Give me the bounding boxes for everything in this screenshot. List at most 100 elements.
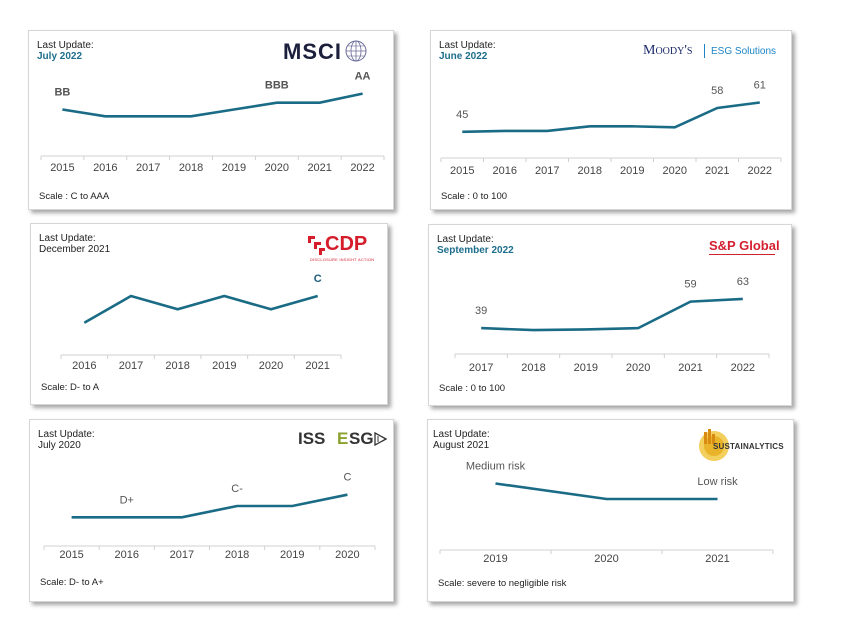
x-tick-label: 2020 [626, 362, 650, 374]
x-tick-label: 2020 [663, 165, 687, 177]
x-tick-label: 2019 [222, 162, 246, 174]
data-label: C [343, 472, 351, 484]
x-tick-label: 2016 [493, 165, 517, 177]
moodys-chart: 2015 2016 2017 2018 2019 2020 2021 2022 45 58 61 [440, 80, 782, 177]
cdp-logo-sub: DISCLOSURE INSIGHT ACTION [310, 257, 375, 262]
x-tick-label: 2016 [93, 162, 117, 174]
msci-logo: MSCI [283, 37, 373, 65]
iss-logo-text: ISS [298, 429, 331, 448]
series-line [83, 294, 319, 324]
series-line [71, 493, 348, 519]
data-label: 59 [684, 279, 696, 291]
iss-logo-sg: SG [349, 429, 374, 448]
moodys-card: Last Update: June 2022 Moody's ESG Solut… [430, 30, 792, 210]
data-label: D+ [120, 494, 134, 506]
last-update-label: Last Update: [437, 234, 494, 245]
x-tick-label: 2018 [179, 162, 203, 174]
play-icon [374, 432, 387, 446]
sp-logo-text: S&P Global [709, 238, 780, 253]
x-tick-label: 2016 [72, 360, 96, 372]
last-update-date: July 2022 [37, 51, 83, 62]
sustainalytics-logo: SUSTAINALYTICS [696, 426, 790, 462]
scale-note: Scale : 0 to 100 [439, 383, 506, 394]
x-tick-label: 2015 [50, 162, 74, 174]
series-line [495, 482, 718, 501]
x-tick-label: 2019 [212, 360, 236, 372]
scale-note: Scale : 0 to 100 [441, 191, 508, 202]
x-tick-label: 2016 [115, 549, 139, 561]
sp-logo-underline [709, 254, 775, 255]
last-update-label: Last Update: [433, 429, 490, 440]
x-tick-label: 2017 [535, 165, 559, 177]
last-update: Last Update: December 2021 [39, 233, 110, 255]
x-tick-label: 2020 [265, 162, 289, 174]
last-update-label: Last Update: [38, 429, 95, 440]
x-tick-label: 2015 [59, 549, 83, 561]
sustainalytics-icon [699, 429, 729, 461]
last-update-label: Last Update: [39, 233, 96, 244]
cdp-chart: 2016 2017 2018 2019 2020 2021 C [60, 273, 342, 372]
series-line [481, 297, 743, 332]
x-tick-label: 2019 [280, 549, 304, 561]
sustainalytics-card: Last Update: August 2021 SUSTAINALYTICS … [427, 419, 794, 602]
x-tick-label: 2018 [521, 362, 545, 374]
scale-note: Scale : C to AAA [39, 191, 110, 202]
data-label: 45 [456, 109, 468, 121]
moodys-logo-text: Moody's [643, 43, 693, 58]
last-update: Last Update: June 2022 [439, 40, 496, 62]
x-tick-label: 2018 [165, 360, 189, 372]
data-label: BBB [265, 80, 289, 92]
x-tick-label: 2021 [705, 165, 729, 177]
x-tick-label: 2022 [748, 165, 772, 177]
last-update: Last Update: August 2021 [433, 429, 490, 451]
data-label: Low risk [697, 476, 738, 488]
globe-icon [345, 40, 367, 62]
x-tick-label: 2019 [574, 362, 598, 374]
scale-note: Scale: D- to A [41, 382, 100, 393]
last-update-date: August 2021 [433, 440, 490, 451]
sustainalytics-logo-text: SUSTAINALYTICS [713, 442, 784, 451]
x-tick-label: 2022 [350, 162, 374, 174]
x-tick-label: 2019 [620, 165, 644, 177]
last-update: Last Update: September 2022 [437, 234, 514, 256]
iss-logo-e: E [337, 429, 349, 448]
data-label: BB [54, 86, 70, 98]
data-label: C- [231, 483, 243, 495]
x-tick-label: 2017 [469, 362, 493, 374]
last-update-label: Last Update: [439, 40, 496, 51]
x-tick-label: 2015 [450, 165, 474, 177]
cdp-logo-text: CDP [325, 233, 368, 255]
x-tick-label: 2019 [483, 553, 507, 565]
iss-chart: 2015 2016 2017 2018 2019 2020 D+ C- C [43, 472, 376, 561]
last-update-date: September 2022 [437, 245, 514, 256]
scale-note: Scale: severe to negligible risk [438, 578, 567, 589]
iss-card: Last Update: July 2020 ISS E SG 2015 2016… [29, 419, 394, 602]
moodys-logo: Moody's ESG Solutions [643, 43, 783, 63]
x-tick-label: 2018 [578, 165, 602, 177]
x-tick-label: 2020 [259, 360, 283, 372]
last-update-date: June 2022 [439, 51, 488, 62]
x-tick-label: 2020 [335, 549, 359, 561]
x-tick-label: 2022 [731, 362, 755, 374]
moodys-logo-divider [704, 44, 705, 58]
x-tick-label: 2021 [307, 162, 331, 174]
x-tick-label: 2020 [594, 553, 618, 565]
msci-card: Last Update: July 2022 MSCI 2015 2016 2017… [28, 30, 394, 210]
x-tick-label: 2021 [678, 362, 702, 374]
x-tick-label: 2017 [170, 549, 194, 561]
scale-note: Scale: D- to A+ [40, 577, 104, 588]
sp-card: Last Update: September 2022 S&P Global 2… [428, 224, 792, 406]
cdp-logo: CDP DISCLOSURE INSIGHT ACTION [306, 232, 378, 264]
last-update-date: July 2020 [38, 440, 81, 451]
last-update-date: December 2021 [39, 244, 111, 255]
x-tick-label: 2017 [119, 360, 143, 372]
last-update: Last Update: July 2022 [37, 40, 94, 62]
data-label: 39 [475, 305, 487, 317]
data-label: Medium risk [466, 461, 526, 473]
iss-esg-logo: ISS E SG [298, 427, 388, 451]
data-label: 61 [754, 80, 766, 92]
sp-logo: S&P Global [709, 238, 780, 258]
x-tick-label: 2017 [136, 162, 160, 174]
sustainalytics-chart: 2019 2020 2021 Medium risk Low risk [439, 461, 774, 565]
